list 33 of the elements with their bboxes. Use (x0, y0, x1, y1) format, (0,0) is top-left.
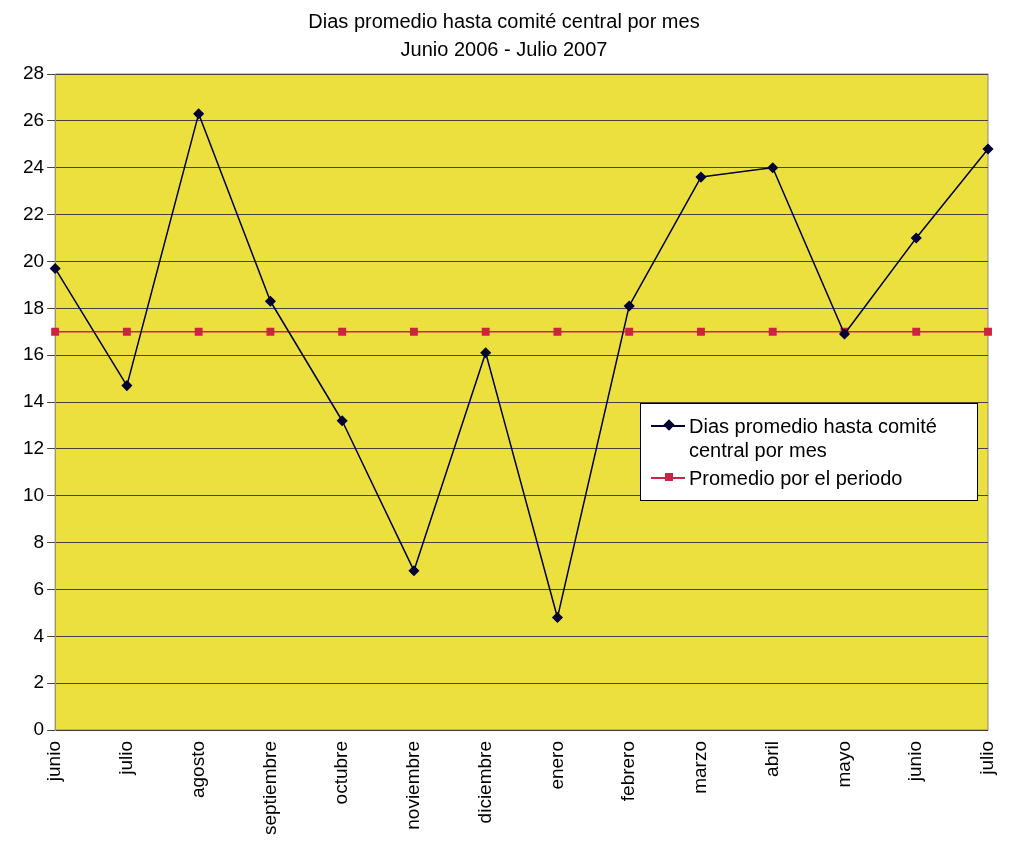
chart-title: Dias promedio hasta comité central por mes (308, 9, 700, 32)
y-tick-label: 2 (33, 671, 45, 693)
x-tick-label: septiembre (258, 741, 280, 836)
x-tick-label: octubre (330, 741, 352, 805)
y-tick-label: 10 (22, 483, 45, 505)
y-tick-label: 12 (22, 437, 45, 459)
y-tick-label: 4 (33, 624, 45, 646)
x-tick-label: julio (976, 741, 998, 776)
chart-subtitle: Junio 2006 - Julio 2007 (400, 37, 608, 60)
x-tick-label: abril (760, 741, 782, 777)
y-tick-label: 0 (33, 718, 45, 740)
legend-label: Dias promedio hasta comité central por mes (689, 414, 938, 462)
y-tick-label: 24 (22, 155, 45, 177)
x-tick-label: julio (115, 741, 137, 776)
y-tick-label: 8 (33, 530, 45, 552)
x-tick-label: agosto (186, 741, 208, 799)
x-tick-label: noviembre (402, 741, 424, 830)
legend-label: Promedio por el periodo (689, 466, 903, 490)
x-tick-label: enero (545, 741, 567, 790)
y-tick-label: 26 (22, 109, 45, 131)
y-tick-label: 18 (22, 296, 45, 318)
x-tick-label: marzo (689, 741, 711, 794)
y-tick-label: 16 (22, 343, 45, 365)
y-tick-label: 28 (22, 62, 45, 84)
x-tick-label: junio (904, 741, 926, 783)
y-tick-label: 20 (22, 249, 45, 271)
y-tick-label: 22 (22, 202, 45, 224)
x-tick-label: junio (43, 741, 65, 783)
y-tick-label: 6 (33, 577, 45, 599)
y-tick-label: 14 (22, 390, 45, 412)
x-tick-label: mayo (832, 741, 854, 788)
x-tick-label: diciembre (473, 741, 495, 824)
x-tick-label: febrero (617, 741, 639, 802)
